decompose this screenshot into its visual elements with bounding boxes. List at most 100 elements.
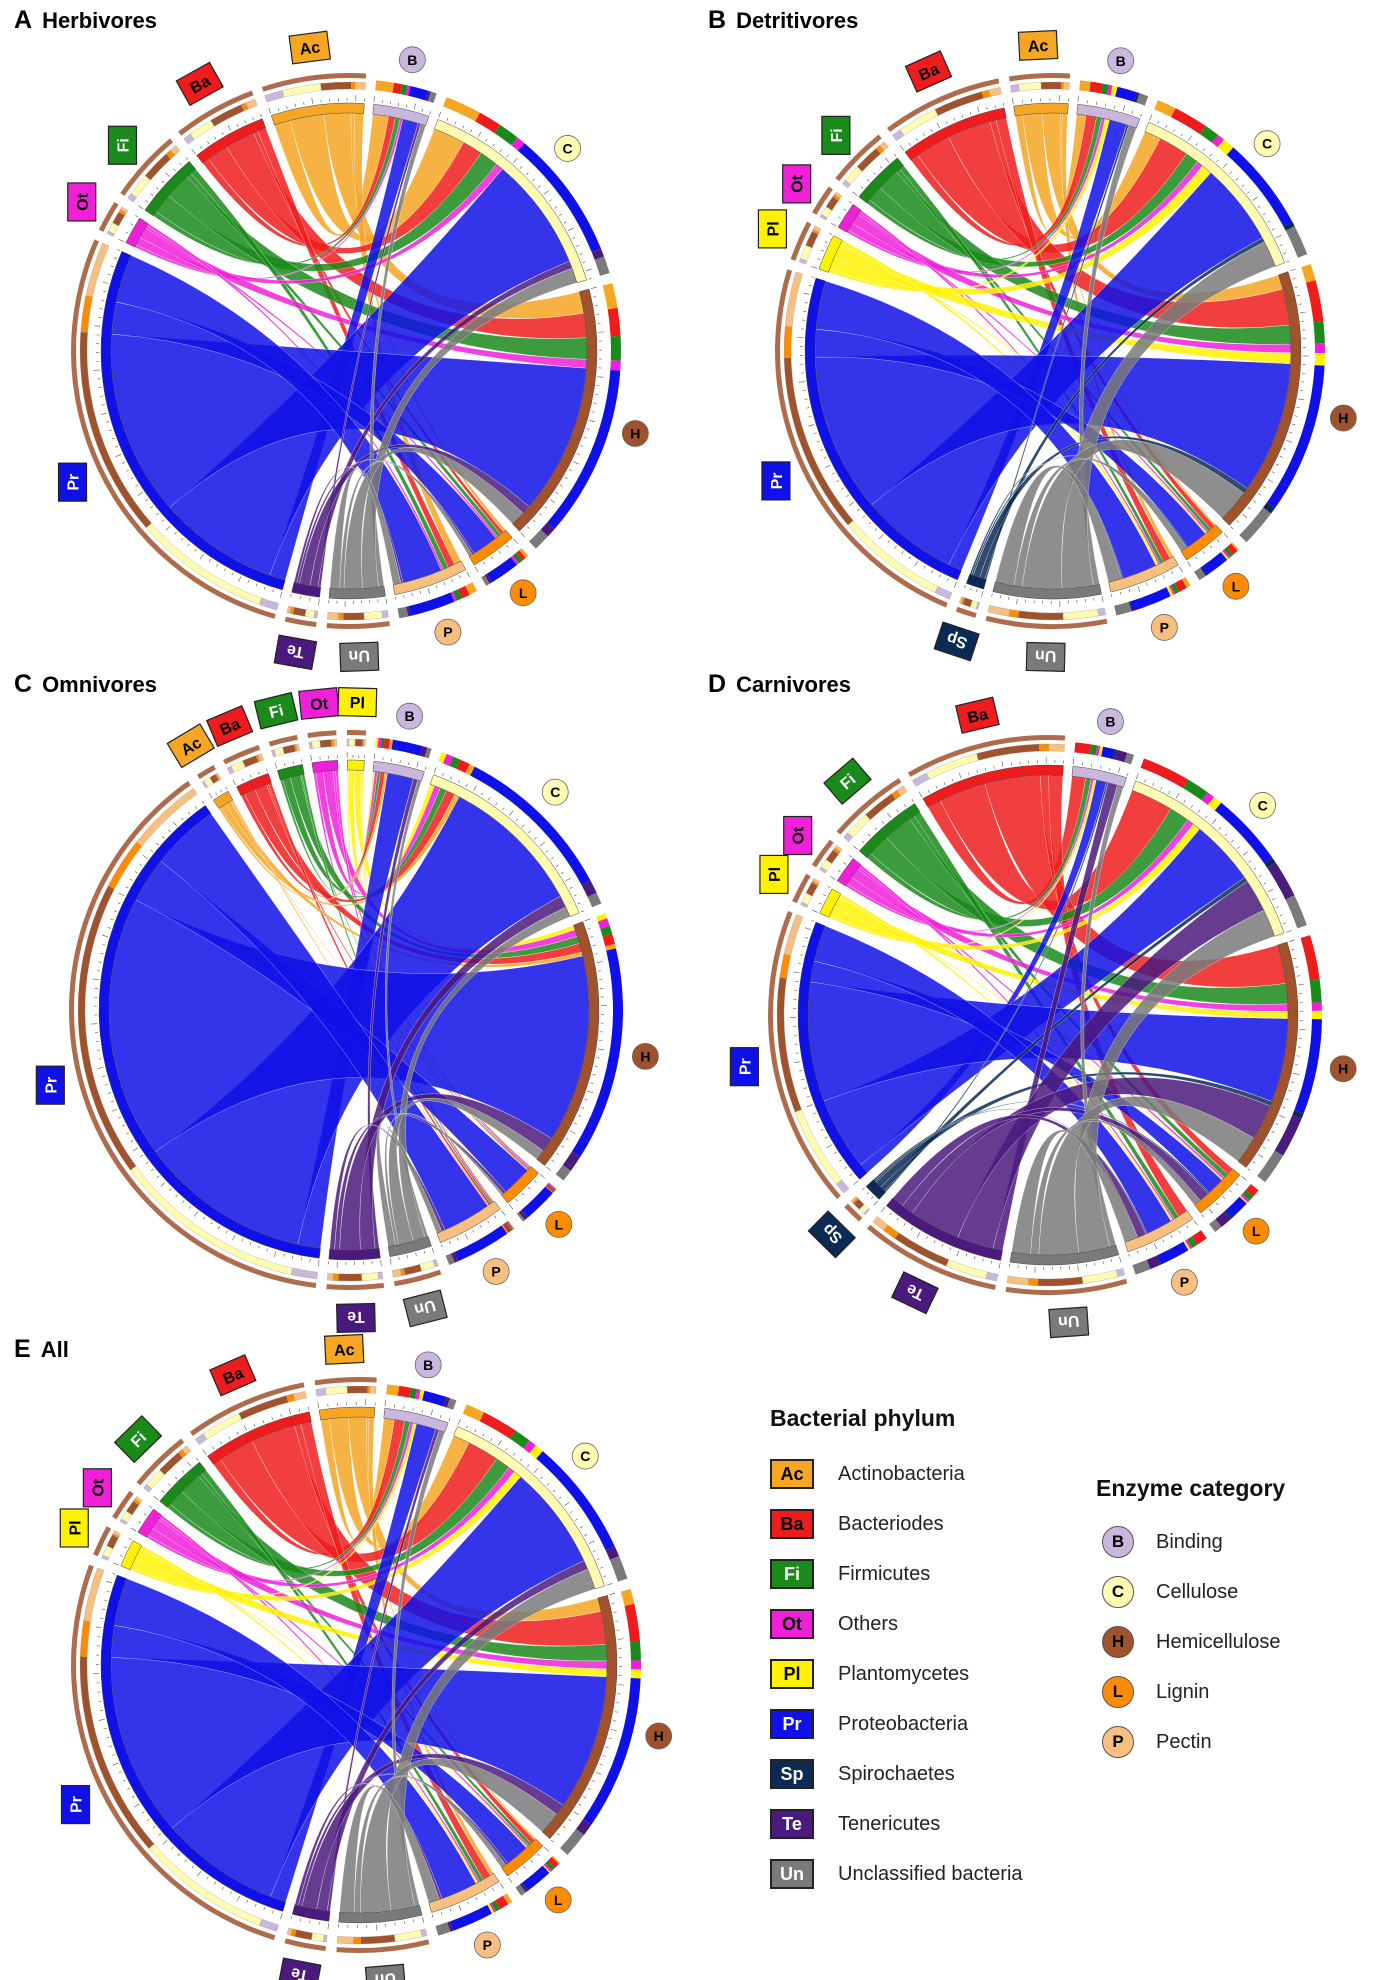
- outer-band: [1062, 609, 1099, 620]
- outer-band: [1305, 280, 1324, 323]
- tick-ring: [268, 95, 365, 114]
- outer-band: [547, 1182, 557, 1191]
- outer-band: [516, 550, 526, 561]
- svg-text:P: P: [491, 1263, 500, 1279]
- svg-text:Ac: Ac: [299, 39, 322, 58]
- outer-band: [1115, 86, 1138, 102]
- label-pr: Pr: [35, 1065, 65, 1105]
- outer-band: [1285, 895, 1307, 929]
- labels: B C H L P Un Te Pr Pl Ot Fi Ba Ac: [59, 1333, 673, 1980]
- legend-label: Tenericutes: [838, 1812, 941, 1835]
- svg-text:H: H: [654, 1728, 664, 1744]
- tick-ring: [830, 855, 852, 880]
- outer-band: [583, 1678, 641, 1825]
- outer-band: [1314, 353, 1325, 366]
- outer-band: [1095, 745, 1101, 756]
- tick-ring: [862, 1187, 879, 1206]
- outer-band: [261, 73, 367, 92]
- outer-band: [1185, 1239, 1193, 1250]
- tick-ring: [373, 96, 431, 115]
- label-c: C: [571, 1442, 599, 1470]
- outer-band: [1183, 779, 1208, 801]
- segment-arc-b: [1071, 765, 1127, 788]
- outer-band: [355, 81, 366, 90]
- outer-band: [304, 609, 316, 618]
- tick-ring: [1201, 1176, 1247, 1218]
- ribbons: [108, 769, 590, 1251]
- segment-arc-h: [541, 1595, 618, 1840]
- outer-band: [181, 1445, 192, 1456]
- outer-band: [1239, 1195, 1248, 1204]
- outer-band: [424, 747, 432, 759]
- segment-arc-fi: [858, 157, 905, 204]
- svg-text:P: P: [1160, 619, 1169, 635]
- svg-text:Ba: Ba: [221, 1365, 247, 1389]
- outer-band: [314, 1377, 377, 1386]
- segment-arc-b: [372, 760, 425, 782]
- tick-ring: [1128, 1220, 1198, 1257]
- outer-band: [446, 1398, 457, 1410]
- segment-arc-un: [328, 586, 386, 600]
- tick-ring: [202, 1406, 310, 1455]
- outer-band: [1263, 502, 1276, 514]
- outer-band: [326, 1272, 334, 1281]
- outer-band: [1292, 1110, 1304, 1119]
- tick-ring: [290, 1916, 329, 1930]
- outer-band: [1081, 1269, 1119, 1284]
- outer-band: [1174, 579, 1187, 592]
- panel-title: Omnivores: [42, 672, 157, 697]
- outer-band: [1201, 792, 1214, 805]
- label-ot: Ot: [783, 815, 813, 856]
- svg-text:Fi: Fi: [268, 702, 286, 722]
- chord-diagram-detritivores: B C H L P Un Sp Pr Pl Ot Fi Ba Ac: [757, 29, 1357, 672]
- svg-text:Ac: Ac: [1027, 38, 1048, 56]
- outer-band: [454, 1225, 508, 1262]
- outer-band: [1264, 857, 1276, 868]
- outer-band: [1267, 862, 1295, 900]
- outer-band: [354, 738, 363, 747]
- outer-band: [529, 529, 549, 549]
- label-ba: Ba: [209, 1354, 257, 1397]
- svg-text:Ba: Ba: [916, 61, 942, 85]
- segment-arc-h: [1221, 271, 1302, 526]
- svg-text:Ba: Ba: [218, 716, 244, 740]
- labels: B C H L P Un Te Pr Ot Fi Ba Ac: [57, 30, 649, 673]
- label-fi: Fi: [113, 1414, 163, 1464]
- segments: [68, 730, 623, 1290]
- outer-band: [784, 271, 803, 328]
- outer-band: [178, 90, 254, 136]
- outer-band: [83, 1567, 105, 1622]
- tick-ring: [520, 286, 605, 538]
- svg-text:L: L: [1252, 1223, 1261, 1239]
- outer-band: [391, 1268, 402, 1278]
- segment-arc-p: [392, 560, 467, 596]
- outer-band: [170, 145, 181, 156]
- outer-band: [783, 914, 804, 956]
- legend-swatch: Ot: [770, 1609, 814, 1639]
- outer-band: [427, 91, 437, 103]
- tick-ring: [831, 201, 852, 227]
- label-l: L: [509, 579, 537, 607]
- outer-band: [487, 1903, 495, 1914]
- outer-band: [388, 739, 394, 750]
- label-l: L: [1222, 572, 1250, 600]
- segment-arc-l: [1194, 1168, 1241, 1214]
- segment-arc-pl: [818, 235, 843, 273]
- label-c: C: [554, 135, 581, 162]
- outer-band: [800, 244, 813, 261]
- outer-band: [866, 1224, 996, 1290]
- outer-band: [85, 242, 110, 298]
- outer-band: [495, 1895, 509, 1910]
- outer-band: [1155, 1255, 1162, 1266]
- outer-band: [543, 1863, 553, 1873]
- outer-band: [456, 759, 470, 774]
- tick-ring: [130, 1505, 153, 1532]
- outer-band: [458, 585, 470, 599]
- outer-band: [1226, 147, 1293, 227]
- label-pl: Pl: [59, 1508, 89, 1548]
- panel-heading: E All: [14, 1335, 69, 1364]
- legend-label: Firmicutes: [838, 1562, 931, 1585]
- svg-text:Ot: Ot: [310, 696, 330, 715]
- outer-band: [516, 1212, 526, 1222]
